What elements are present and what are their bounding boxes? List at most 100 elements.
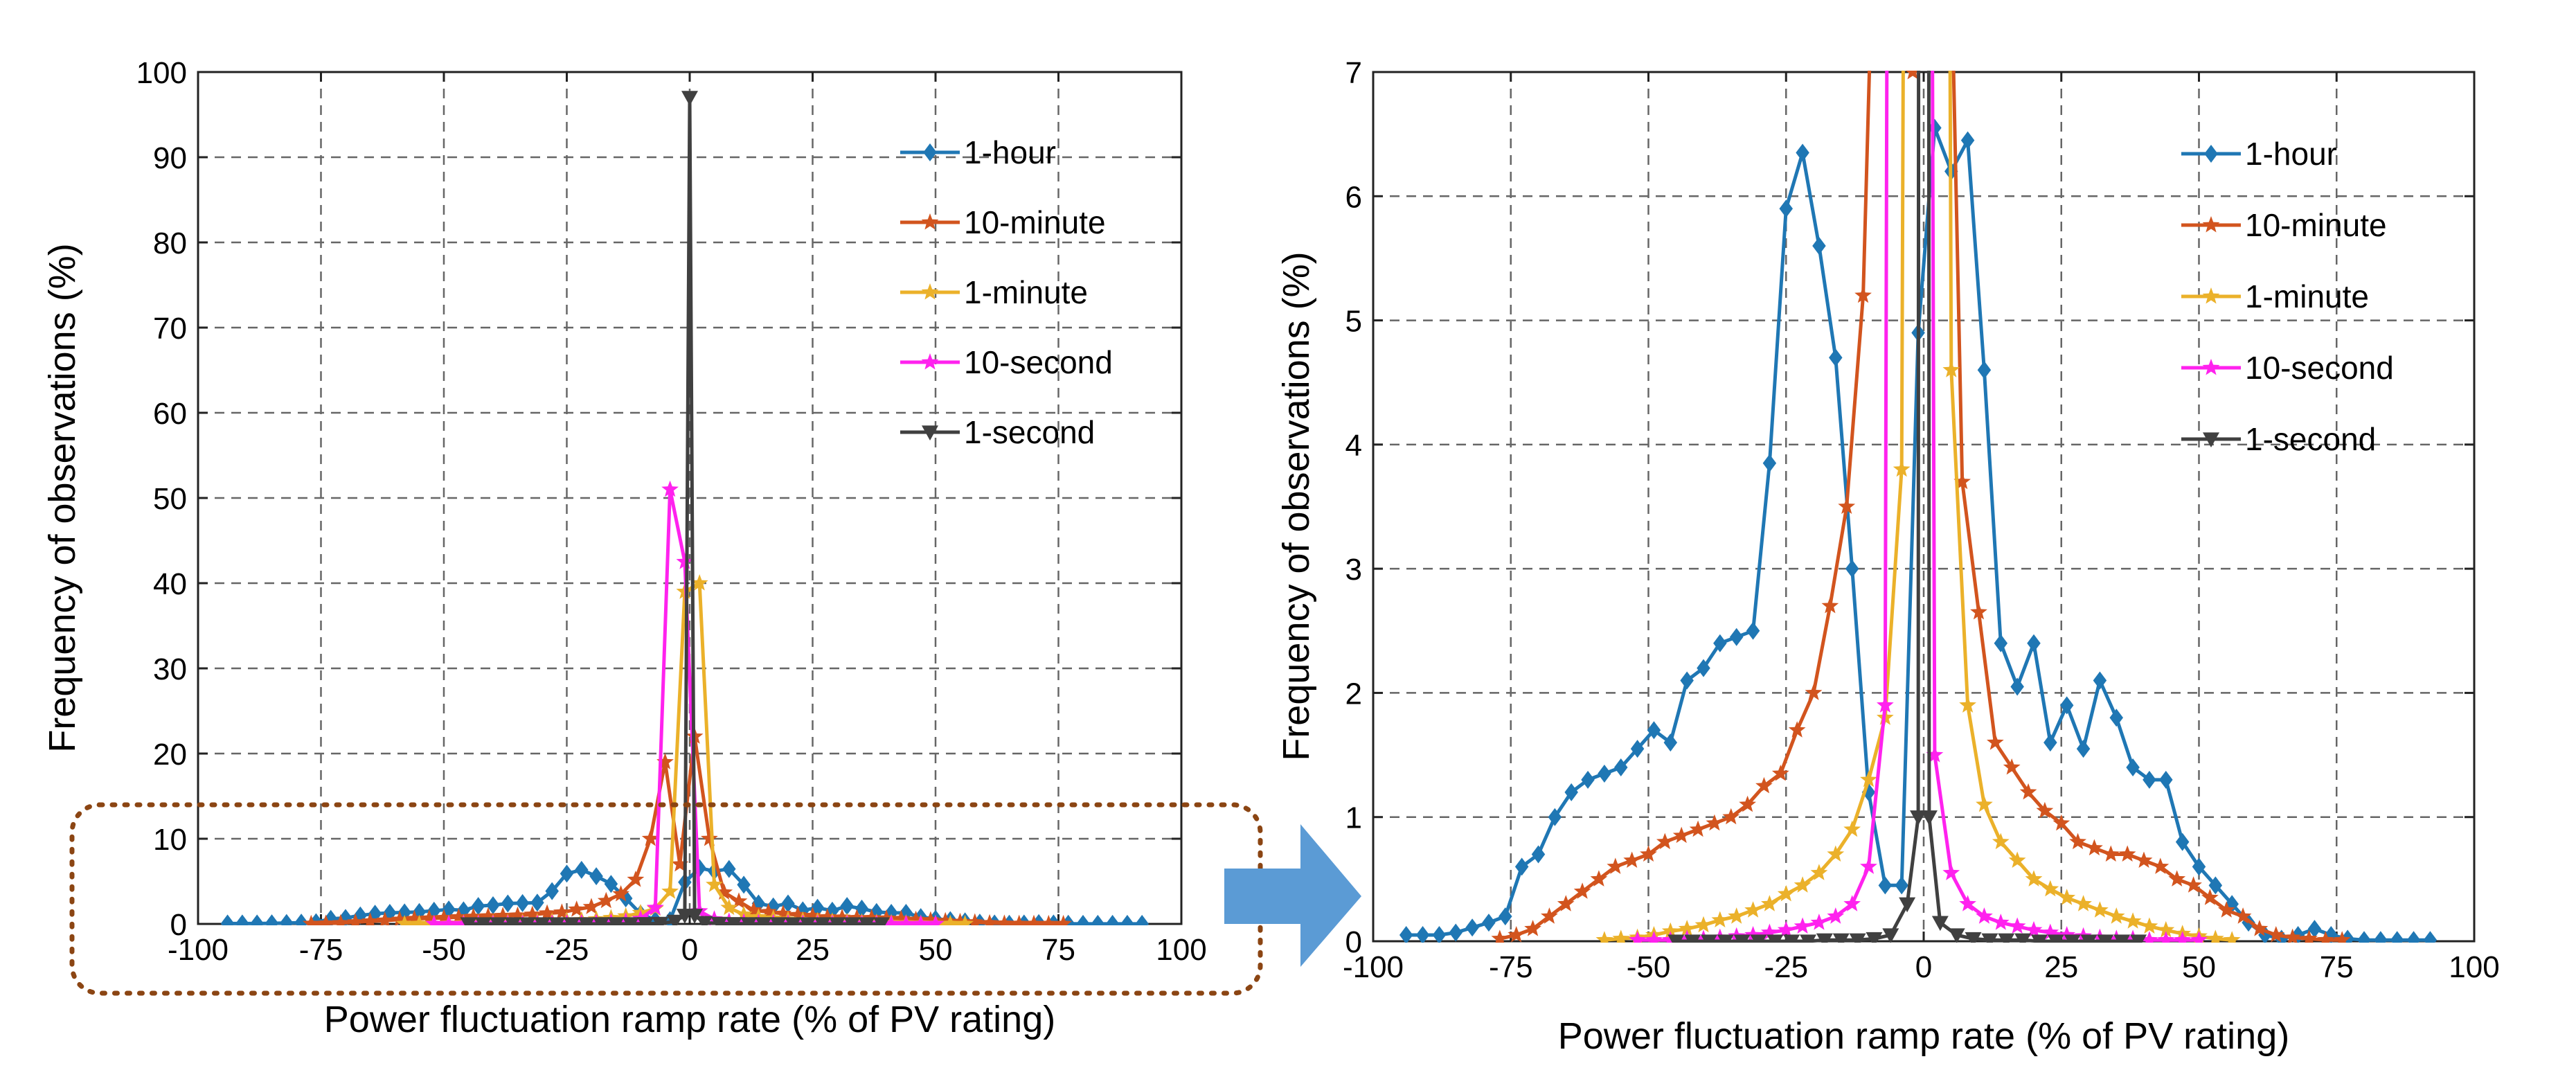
x-tick-label: 75 <box>1041 933 1075 967</box>
data-point-1-hour <box>501 894 515 913</box>
data-point-10-minute <box>1025 914 1043 925</box>
data-point-1-hour <box>1120 914 1134 925</box>
data-point-10-minute <box>1039 914 1057 925</box>
data-point-10-minute <box>1805 684 1823 700</box>
data-point-10-second <box>1794 917 1812 934</box>
data-point-1-hour <box>1878 876 1893 895</box>
data-point-1-hour <box>1465 918 1479 937</box>
legend-marker-10-second <box>921 353 939 370</box>
x-axis-title: Power fluctuation ramp rate (% of PV rat… <box>324 999 1055 1040</box>
data-point-10-minute <box>1838 497 1856 514</box>
x-tick-label: -75 <box>1489 950 1533 984</box>
data-point-10-minute <box>833 908 851 925</box>
data-point-1-minute <box>1810 864 1828 880</box>
data-point-10-minute <box>2234 907 2252 924</box>
data-point-10-minute <box>701 830 718 846</box>
data-point-10-minute <box>789 906 807 923</box>
data-point-10-second <box>1777 920 1795 938</box>
data-point-1-hour <box>1531 845 1546 864</box>
data-point-10-minute <box>936 911 954 925</box>
data-point-1-minute <box>1595 931 1613 943</box>
data-point-10-second <box>2174 931 2191 943</box>
data-point-1-hour <box>1548 808 1562 826</box>
x-tick-label: 50 <box>919 933 953 967</box>
data-point-10-minute <box>1689 820 1707 837</box>
data-point-1-second <box>1931 916 1949 932</box>
legend: 1-hour 10-minute 1-minute 10-second 1-second <box>900 134 1113 450</box>
data-point-1-hour <box>1697 659 1710 677</box>
data-point-10-second <box>1810 914 1828 930</box>
data-point-10-minute <box>1640 845 1657 862</box>
data-point-1-hour <box>2258 926 2272 943</box>
data-point-10-minute <box>819 908 837 925</box>
x-tick-label: -50 <box>422 933 466 967</box>
data-point-1-second <box>2080 934 2098 943</box>
data-point-1-minute <box>1794 876 1812 893</box>
data-point-1-second <box>1981 933 1998 943</box>
data-point-10-second <box>440 914 458 925</box>
data-point-10-minute <box>730 892 748 909</box>
data-point-1-hour <box>2093 671 2107 690</box>
data-point-1-hour <box>840 897 854 916</box>
data-point-1-second <box>2113 934 2131 943</box>
data-point-1-hour <box>1614 758 1628 776</box>
x-tick-label: -25 <box>1764 950 1808 984</box>
data-point-10-second <box>1877 696 1894 713</box>
data-point-1-second <box>696 916 713 925</box>
data-point-10-minute <box>2317 931 2334 943</box>
data-point-10-second <box>661 480 679 497</box>
data-point-1-hour <box>2208 876 2223 895</box>
data-point-10-minute <box>715 883 733 900</box>
data-point-10-minute <box>1755 776 1773 794</box>
data-point-10-minute <box>1987 733 2004 750</box>
data-point-1-minute <box>1728 907 1746 924</box>
data-point-1-second <box>563 917 580 925</box>
data-point-1-hour <box>1630 740 1645 758</box>
data-point-10-second <box>2008 917 2026 934</box>
data-point-10-minute <box>538 904 556 921</box>
data-point-10-minute <box>2217 901 2235 918</box>
data-point-1-hour <box>2059 696 2074 715</box>
data-point-1-hour <box>486 896 500 914</box>
legend-label-10-second: 10-second <box>964 344 1113 380</box>
data-point-10-minute <box>2135 851 2153 868</box>
data-point-1-second <box>1965 932 1982 943</box>
data-point-10-minute <box>2284 928 2301 943</box>
data-point-10-second <box>1744 926 1762 943</box>
data-point-10-minute <box>406 909 423 925</box>
data-point-10-minute <box>2052 814 2070 831</box>
data-point-1-minute <box>1777 884 1795 902</box>
y-tick-label: 5 <box>1345 305 1362 339</box>
data-point-1-hour <box>2027 634 2041 652</box>
data-point-1-second <box>652 916 669 925</box>
x-tick-label: 25 <box>2044 950 2078 984</box>
data-point-1-minute <box>2107 907 2125 924</box>
y-tick-label: 0 <box>1345 925 1362 959</box>
x-tick-label: 75 <box>2320 950 2354 984</box>
data-point-10-minute <box>1854 286 1872 303</box>
data-point-1-hour <box>2143 770 2156 789</box>
data-point-1-second <box>873 917 890 925</box>
x-tick-label: -25 <box>545 933 589 967</box>
data-point-1-second <box>740 917 758 925</box>
data-point-1-minute <box>1711 911 1729 927</box>
data-point-10-minute <box>1508 926 1526 943</box>
chart-full-range: -100 -75 -50 -25 0 25 50 75 100 0 10 20 30 40 50 60 70 80… <box>42 56 1207 1040</box>
data-point-10-minute <box>1590 870 1608 887</box>
data-point-1-second <box>1667 934 1685 943</box>
data-point-10-minute <box>317 914 334 925</box>
data-point-1-second <box>1910 810 1927 826</box>
data-point-1-second <box>490 917 507 925</box>
data-point-1-minute <box>720 898 738 916</box>
x-tick-label: -50 <box>1627 950 1671 984</box>
y-tick-label: 7 <box>1345 56 1362 90</box>
x-axis-title: Power fluctuation ramp rate (% of PV rat… <box>1558 1015 2289 1057</box>
y-tick-label: 50 <box>153 482 187 516</box>
data-point-10-second <box>1976 907 1993 924</box>
data-point-1-hour <box>1796 143 1809 162</box>
y-tick-label: 1 <box>1345 801 1362 835</box>
data-point-1-hour <box>589 867 603 886</box>
data-point-10-minute <box>302 914 320 925</box>
data-point-1-minute <box>2041 880 2059 897</box>
